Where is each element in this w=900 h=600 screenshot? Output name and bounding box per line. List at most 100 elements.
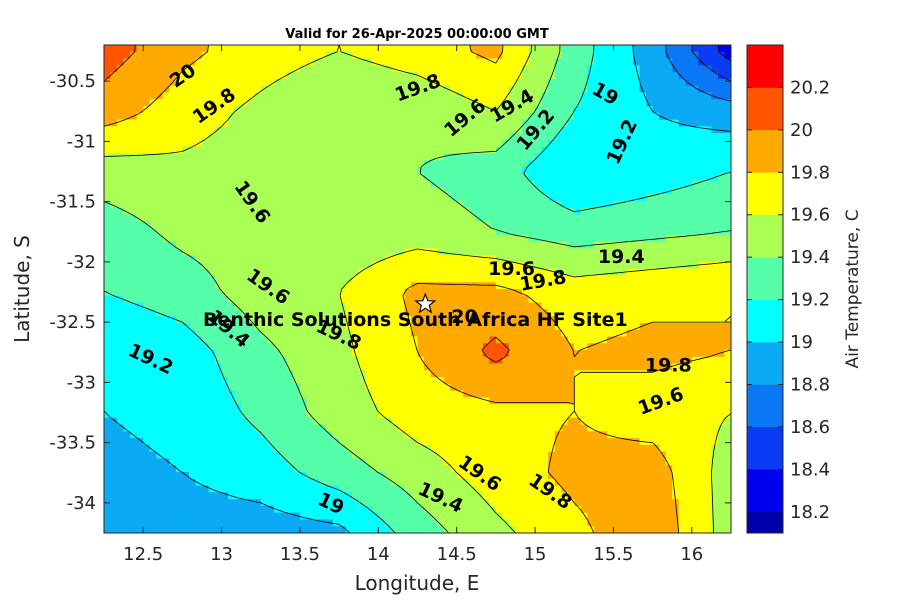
contour-cell bbox=[528, 160, 536, 168]
contour-cell bbox=[254, 336, 262, 344]
contour-cell bbox=[593, 390, 601, 399]
contour-cell bbox=[130, 390, 138, 399]
contour-cell bbox=[313, 282, 321, 290]
contour-cell bbox=[221, 370, 229, 378]
contour-cell bbox=[489, 234, 497, 243]
contour-cell bbox=[463, 234, 471, 243]
contour-cell bbox=[450, 133, 458, 141]
contour-cell bbox=[417, 336, 425, 344]
contour-cell bbox=[528, 248, 536, 256]
contour-cell bbox=[554, 282, 562, 290]
contour-cell bbox=[188, 106, 197, 114]
contour-cell bbox=[495, 289, 504, 297]
contour-cell bbox=[522, 356, 530, 365]
contour-cell bbox=[280, 295, 288, 304]
contour-cell bbox=[234, 92, 242, 100]
contour-cell bbox=[404, 377, 412, 385]
contour-cell bbox=[352, 167, 360, 175]
contour-cell bbox=[711, 248, 719, 256]
contour-cell bbox=[319, 72, 327, 80]
contour-cell bbox=[417, 194, 425, 202]
contour-cell bbox=[182, 106, 190, 114]
contour-cell bbox=[143, 350, 151, 358]
contour-cell bbox=[724, 65, 731, 73]
contour-cell bbox=[371, 92, 379, 100]
contour-cell bbox=[378, 329, 386, 338]
contour-cell bbox=[678, 58, 686, 66]
contour-cell bbox=[254, 390, 262, 399]
contour-cell bbox=[188, 58, 197, 66]
contour-cell bbox=[522, 316, 530, 324]
contour-cell bbox=[672, 282, 680, 290]
contour-cell bbox=[352, 153, 360, 161]
contour-cell bbox=[156, 85, 164, 94]
contour-cell bbox=[162, 153, 170, 161]
contour-cell bbox=[626, 167, 634, 175]
contour-cell bbox=[260, 363, 268, 371]
contour-cell bbox=[384, 65, 392, 73]
contour-cell bbox=[169, 119, 177, 127]
contour-cell bbox=[397, 200, 406, 209]
contour-cell bbox=[313, 356, 321, 365]
contour-cell bbox=[391, 51, 399, 60]
contour-cell bbox=[626, 255, 634, 263]
contour-cell bbox=[587, 228, 595, 236]
contour-cell bbox=[502, 160, 510, 168]
contour-cell bbox=[299, 309, 308, 317]
contour-cell bbox=[652, 221, 660, 229]
contour-cell bbox=[247, 153, 255, 161]
contour-cell bbox=[378, 295, 386, 304]
contour-cell bbox=[672, 139, 680, 148]
contour-cell bbox=[201, 356, 210, 365]
contour-cell bbox=[659, 343, 667, 351]
contour-cell bbox=[371, 85, 379, 94]
contour-cell bbox=[574, 350, 582, 358]
contour-cell bbox=[443, 106, 451, 114]
contour-cell bbox=[554, 268, 562, 277]
contour-cell bbox=[456, 153, 464, 161]
contour-cell bbox=[541, 106, 549, 114]
contour-cell bbox=[410, 167, 419, 175]
contour-cell bbox=[410, 363, 419, 371]
contour-cell bbox=[424, 316, 432, 324]
contour-cell bbox=[208, 173, 216, 182]
contour-cell bbox=[580, 289, 588, 297]
contour-cell bbox=[646, 51, 654, 60]
contour-cell bbox=[162, 343, 170, 351]
contour-cell bbox=[228, 363, 236, 371]
contour-cell bbox=[528, 187, 536, 195]
contour-cell bbox=[234, 275, 242, 283]
contour-cell bbox=[430, 329, 438, 338]
contour-cell bbox=[633, 180, 641, 188]
contour-cell bbox=[130, 363, 138, 371]
contour-cell bbox=[365, 200, 373, 209]
contour-cell bbox=[495, 65, 504, 73]
contour-cell bbox=[502, 45, 510, 53]
contour-cell bbox=[123, 383, 131, 392]
contour-cell bbox=[580, 72, 588, 80]
contour-cell bbox=[482, 214, 490, 222]
contour-cell bbox=[175, 200, 183, 209]
contour-cell bbox=[508, 153, 517, 161]
contour-cell bbox=[228, 268, 236, 277]
contour-cell bbox=[371, 255, 379, 263]
contour-cell bbox=[371, 187, 379, 195]
contour-cell bbox=[313, 350, 321, 358]
contour-cell bbox=[456, 356, 464, 365]
contour-cell bbox=[215, 58, 223, 66]
contour-cell bbox=[711, 112, 719, 121]
contour-cell bbox=[319, 65, 327, 73]
contour-cell bbox=[619, 350, 628, 358]
contour-cell bbox=[450, 126, 458, 134]
contour-cell bbox=[587, 356, 595, 365]
contour-cell bbox=[424, 187, 432, 195]
contour-cell bbox=[149, 329, 157, 338]
contour-cell bbox=[339, 390, 347, 399]
contour-cell bbox=[162, 160, 170, 168]
contour-cell bbox=[201, 146, 210, 155]
contour-cell bbox=[711, 268, 719, 277]
contour-cell bbox=[626, 350, 634, 358]
contour-cell bbox=[724, 72, 731, 80]
contour-cell bbox=[149, 241, 157, 249]
contour-cell bbox=[450, 329, 458, 338]
